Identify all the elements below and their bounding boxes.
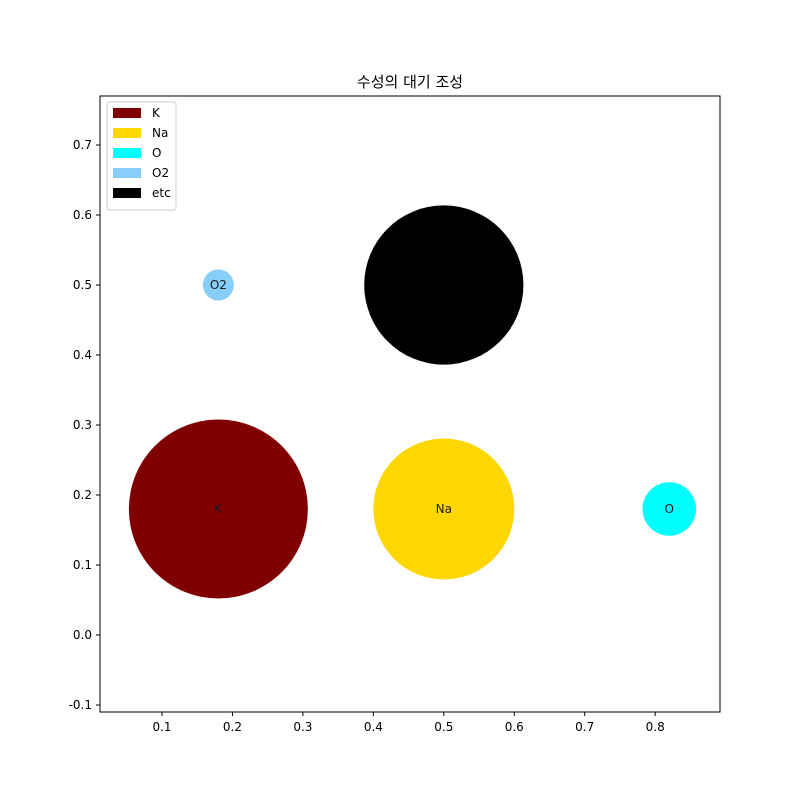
bubble-Na [373, 438, 515, 580]
y-tick-label: 0.6 [73, 208, 92, 222]
y-tick-label: 0.3 [73, 418, 92, 432]
bubble-label-K: K [214, 502, 223, 516]
bubble-label-O2: O2 [210, 278, 227, 292]
legend: K Na O O2 etc [106, 101, 177, 211]
x-tick-label: 0.5 [434, 720, 453, 734]
y-tick-label: 0.5 [73, 278, 92, 292]
y-tick-label: -0.1 [69, 698, 92, 712]
legend-swatch-etc [113, 188, 141, 198]
legend-swatch-O2 [113, 168, 141, 178]
x-tick-label: 0.3 [293, 720, 312, 734]
bubble-O2 [202, 269, 234, 301]
bubble-O [642, 482, 697, 536]
x-axis: 0.1 0.2 0.3 0.4 0.5 0.6 0.7 0.8 [152, 712, 665, 734]
legend-swatch-K [113, 108, 141, 118]
y-axis: -0.1 0.0 0.1 0.2 0.3 0.4 0.5 0.6 0.7 [69, 138, 100, 712]
y-tick-label: 0.1 [73, 558, 92, 572]
chart-title: 수성의 대기 조성 [357, 73, 463, 91]
bubble-labels-layer: K Na O O2 [210, 278, 674, 516]
legend-label-K: K [152, 106, 161, 120]
bubbles-layer [128, 205, 697, 599]
legend-label-etc: etc [152, 186, 171, 200]
x-tick-label: 0.1 [152, 720, 171, 734]
bubble-etc [364, 205, 524, 365]
y-tick-label: 0.7 [73, 138, 92, 152]
y-tick-label: 0.4 [73, 348, 92, 362]
bubble-K [128, 419, 308, 599]
y-tick-label: 0.0 [73, 628, 92, 642]
plot-frame [99, 95, 721, 713]
legend-swatch-Na [113, 128, 141, 138]
legend-swatch-O [113, 148, 141, 158]
x-tick-label: 0.4 [364, 720, 383, 734]
bubble-label-O: O [665, 502, 674, 516]
legend-label-Na: Na [152, 126, 168, 140]
x-tick-label: 0.8 [646, 720, 665, 734]
legend-label-O2: O2 [152, 166, 169, 180]
x-tick-label: 0.7 [575, 720, 594, 734]
legend-label-O: O [152, 146, 161, 160]
x-tick-label: 0.2 [223, 720, 242, 734]
bubble-label-Na: Na [436, 502, 452, 516]
y-tick-label: 0.2 [73, 488, 92, 502]
x-tick-label: 0.6 [505, 720, 524, 734]
